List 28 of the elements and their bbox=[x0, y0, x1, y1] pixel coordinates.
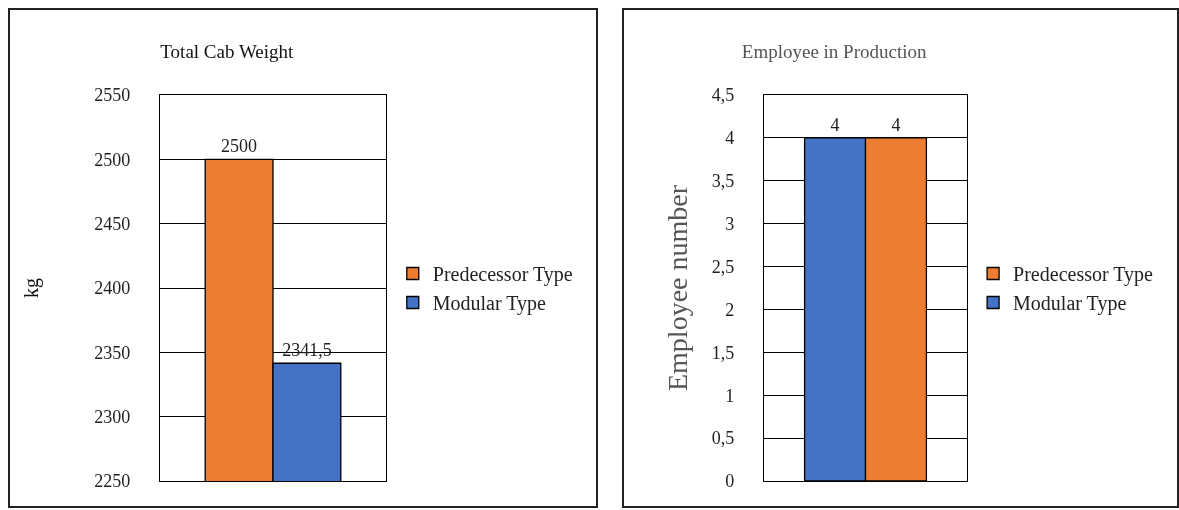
y-tick-label: 2,5 bbox=[711, 256, 735, 277]
chart-title: Total Cab Weight bbox=[160, 41, 295, 63]
y-tick-label: 4,5 bbox=[711, 85, 735, 106]
y-tick-label: 2550 bbox=[94, 85, 131, 106]
y-tick-label: 2 bbox=[725, 299, 735, 320]
y-tick-label: 3,5 bbox=[711, 171, 735, 192]
y-tick-label: 0,5 bbox=[711, 428, 735, 449]
data-label: 2500 bbox=[221, 136, 258, 157]
y-axis-title: Employee number bbox=[662, 184, 694, 392]
y-tick-label: 2400 bbox=[94, 278, 131, 299]
y-tick-label: 2250 bbox=[94, 471, 131, 492]
y-tick-label: 2450 bbox=[94, 213, 131, 234]
legend-label: Modular Type bbox=[432, 292, 547, 316]
data-label: 4 bbox=[830, 114, 840, 135]
chart-title: Employee in Production bbox=[741, 41, 927, 63]
data-label: 4 bbox=[891, 114, 901, 135]
y-tick-label: 2300 bbox=[94, 406, 131, 427]
legend-label: Predecessor Type bbox=[432, 263, 573, 287]
y-tick-label: 3 bbox=[725, 213, 735, 234]
y-tick-label: 1 bbox=[725, 385, 735, 406]
y-axis-title: kg bbox=[19, 278, 43, 298]
legend-label: Modular Type bbox=[1013, 292, 1127, 316]
y-tick-label: 2350 bbox=[94, 342, 131, 363]
legend-label: Predecessor Type bbox=[1013, 263, 1154, 287]
y-tick-label: 4 bbox=[725, 128, 735, 149]
y-tick-label: 2500 bbox=[94, 149, 131, 170]
y-tick-label: 0 bbox=[725, 471, 735, 492]
y-tick-label: 1,5 bbox=[711, 342, 735, 363]
